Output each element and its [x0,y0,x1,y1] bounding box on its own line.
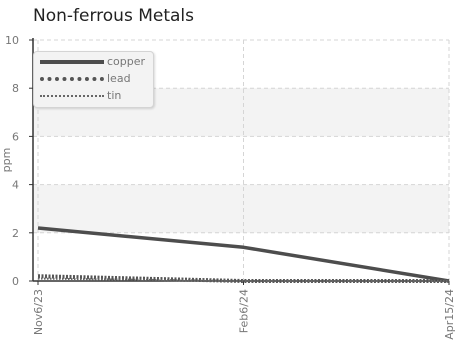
y-tick-label: 4 [12,179,19,192]
y-tick-label: 8 [12,82,19,95]
legend-label-copper: copper [107,55,146,68]
grid-lines [33,39,450,281]
x-tick-label: Nov6/23 [32,289,45,335]
series-lines [37,226,450,283]
y-tick-label: 0 [12,275,19,288]
y-tick-labels: 0 2 4 6 8 10 [5,34,19,288]
x-tick-label: Apr15/24 [443,289,456,340]
legend-label-lead: lead [107,72,131,85]
y-tick-label: 6 [12,130,19,143]
legend: copper lead tin [33,51,154,108]
chart-title: Non-ferrous Metals [33,6,195,26]
legend-swatch-lead [40,77,104,81]
y-tick-label: 10 [5,34,19,47]
legend-item-lead: lead [40,72,131,86]
series-line-tin [37,277,449,282]
grid-band [33,184,449,233]
legend-label-tin: tin [107,89,122,102]
legend-item-tin: tin [40,89,121,103]
x-tick-labels: Nov6/23 Feb6/24 Apr15/24 [32,289,456,340]
y-tick-label: 2 [12,227,19,240]
legend-swatch-copper [40,60,104,64]
y-axis-label: ppm [0,148,13,173]
legend-swatch-tin [40,95,104,97]
legend-item-copper: copper [40,55,145,69]
plot-bands [33,88,449,233]
x-tick-label: Feb6/24 [238,289,251,333]
